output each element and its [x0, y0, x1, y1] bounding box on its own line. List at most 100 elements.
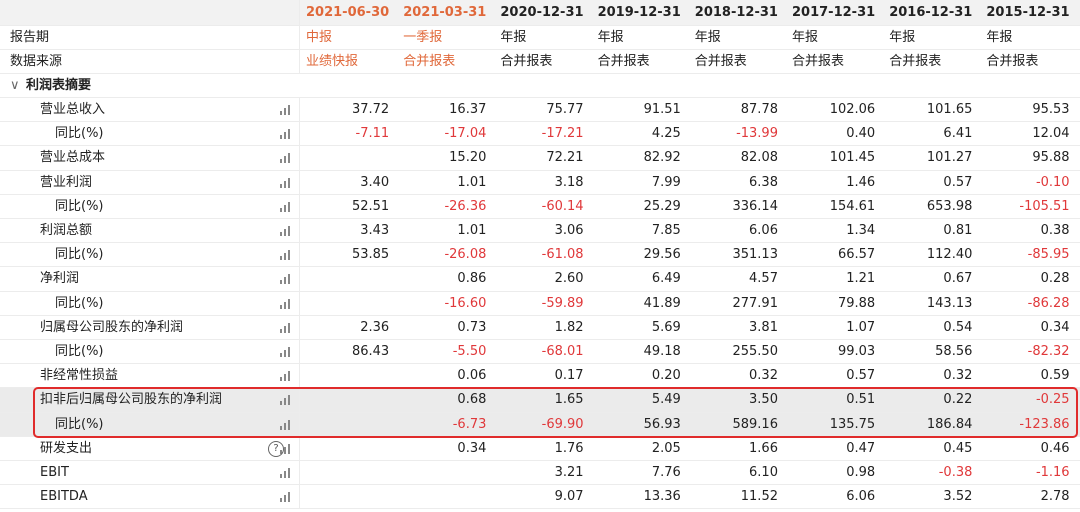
value-cell: -17.04: [444, 126, 487, 142]
value-cell: 7.99: [651, 174, 681, 190]
value-cell: 0.51: [846, 392, 876, 408]
value-cell: [300, 437, 397, 460]
value-cell: -105.51: [1019, 198, 1070, 214]
value-cell: 589.16: [732, 416, 778, 432]
value-cell: [397, 485, 494, 508]
date-header: 2020-12-31: [500, 5, 584, 20]
value-cell: 1.76: [554, 440, 584, 456]
value-cell: 101.27: [926, 150, 973, 166]
value-cell: -1.16: [1035, 465, 1070, 480]
table-row: 报告期 中报 一季报 年报 年报 年报 年报 年报 年报: [0, 26, 1080, 50]
value-cell: [300, 146, 397, 169]
row-label: 营业总收入: [0, 98, 300, 122]
value-cell: 3.18: [554, 174, 584, 190]
header-value: 中报: [306, 30, 333, 45]
header-value: 年报: [694, 30, 721, 45]
header-value: 年报: [597, 30, 624, 45]
chart-icon: [280, 153, 292, 164]
table-row: 同比(%) 53.85 -26.08 -61.08 29.56 351.13 66.57 11…: [0, 243, 1080, 268]
row-label: 同比(%): [0, 243, 300, 267]
value-cell: 12.04: [1032, 126, 1070, 142]
value-cell: 0.28: [1040, 271, 1070, 287]
value-cell: 2.36: [360, 319, 390, 335]
value-cell: 95.88: [1032, 150, 1070, 166]
table-row: 营业总收入 37.72 16.37 75.77 91.51 87.78 102.06 101.…: [0, 98, 1080, 123]
value-cell: 75.77: [546, 102, 584, 117]
row-label: 数据来源: [0, 50, 300, 73]
row-label: 同比(%): [0, 412, 300, 436]
value-cell: -16.60: [444, 295, 487, 311]
row-label: 净利润: [0, 267, 300, 291]
value-cell: 1.34: [846, 223, 876, 238]
value-cell: 0.17: [554, 368, 584, 384]
value-cell: 5.49: [651, 392, 681, 408]
value-cell: 25.29: [643, 198, 681, 214]
value-cell: 0.81: [943, 223, 973, 238]
chart-icon: [280, 250, 292, 261]
value-cell: 1.07: [846, 319, 876, 335]
value-cell: 102.06: [829, 102, 876, 117]
value-cell: 11.52: [740, 489, 778, 505]
date-header: 2015-12-31: [986, 5, 1070, 20]
value-cell: 7.85: [651, 223, 681, 238]
value-cell: 87.78: [740, 102, 778, 117]
value-cell: 95.53: [1032, 102, 1070, 117]
row-label: EBITDA: [0, 485, 300, 509]
value-cell: 15.20: [449, 150, 487, 166]
value-cell: 6.38: [749, 174, 778, 190]
help-icon: ?: [268, 440, 284, 457]
value-cell: 16.37: [449, 102, 487, 117]
header-value: 合并报表: [403, 54, 456, 69]
chart-icon: [280, 177, 292, 188]
value-cell: 143.13: [926, 295, 973, 311]
value-cell: [300, 364, 397, 387]
value-cell: 86.43: [351, 344, 390, 359]
value-cell: 13.36: [643, 489, 681, 505]
value-cell: 1.82: [554, 319, 584, 335]
chart-icon: [280, 298, 292, 309]
value-cell: [300, 292, 397, 315]
chart-icon: [280, 468, 292, 478]
value-cell: 3.52: [943, 489, 973, 505]
value-cell: 0.86: [457, 271, 487, 287]
table-row: EBIT 3.21 7.76 6.10 0.98 -0.38 -1.16: [0, 461, 1080, 486]
value-cell: 6.41: [943, 126, 973, 142]
value-cell: -85.95: [1027, 247, 1070, 263]
value-cell: 41.89: [643, 295, 681, 311]
value-cell: 653.98: [926, 198, 973, 214]
value-cell: 29.56: [643, 247, 681, 263]
value-cell: -82.32: [1027, 344, 1070, 359]
table-row: 扣非后归属母公司股东的净利润 0.68 1.65 5.49 3.50 0.51 0.22 -0…: [0, 388, 1080, 413]
value-cell: 0.98: [846, 465, 876, 480]
value-cell: 277.91: [732, 295, 778, 311]
value-cell: 91.51: [643, 102, 681, 117]
value-cell: 0.67: [943, 271, 973, 287]
row-label: 非经常性损益: [0, 364, 300, 388]
row-label: 同比(%): [0, 291, 300, 315]
value-cell: 0.46: [1040, 440, 1070, 456]
header-value: 合并报表: [889, 54, 942, 69]
value-cell: 72.21: [546, 150, 584, 166]
value-cell: 6.06: [749, 223, 778, 238]
table-row: 营业总成本 15.20 72.21 82.92 82.08 101.45 101.27 95.…: [0, 146, 1080, 171]
header-value: 一季报: [403, 30, 443, 45]
value-cell: -0.10: [1035, 174, 1070, 190]
date-header: 2021-03-31: [403, 5, 487, 20]
row-label: 同比(%): [0, 340, 300, 364]
value-cell: 66.57: [837, 247, 876, 263]
table-row: ∨ 利润表摘要: [0, 74, 1080, 98]
highlight-box: [33, 387, 1078, 438]
chart-icon: [280, 322, 292, 333]
value-cell: 6.10: [749, 465, 778, 480]
value-cell: 1.65: [554, 392, 584, 408]
row-label: 扣非后归属母公司股东的净利润: [0, 388, 300, 412]
header-value: 年报: [500, 30, 527, 45]
value-cell: 0.54: [943, 319, 973, 335]
value-cell: [300, 485, 397, 508]
value-cell: 3.81: [749, 319, 778, 335]
header-value: 年报: [792, 30, 819, 45]
table-row: 研发支出 0.34 1.76 2.05 1.66 0.47 0.45 0.46?: [0, 436, 1080, 461]
table-row: 营业利润 3.40 1.01 3.18 7.99 6.38 1.46 0.57 -0.10: [0, 170, 1080, 195]
value-cell: [300, 267, 397, 290]
value-cell: 2.60: [554, 271, 584, 287]
